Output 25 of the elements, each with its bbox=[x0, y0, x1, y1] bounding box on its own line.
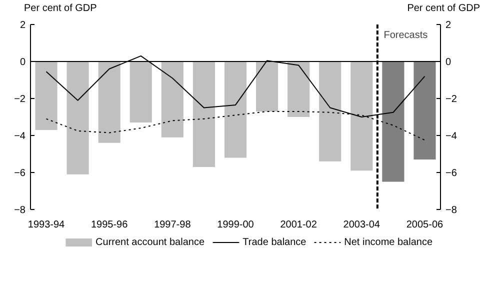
y-tick-label: 2 bbox=[20, 20, 26, 31]
y-tick-label: −4 bbox=[14, 131, 26, 142]
x-tick-label: 1995-96 bbox=[90, 220, 128, 230]
x-tick-label: 1997-98 bbox=[154, 220, 192, 230]
ref-line-label: Forecasts bbox=[384, 30, 428, 42]
x-tick-label: 1999-00 bbox=[217, 220, 254, 230]
y-axis-title: Per cent of GDP bbox=[24, 2, 97, 16]
legend-label: Net income balance bbox=[344, 237, 433, 248]
x-tick-label: 2003-04 bbox=[343, 220, 380, 230]
y-tick-label: −2 bbox=[14, 94, 26, 105]
y2-tick-label: −2 bbox=[446, 94, 458, 105]
legend-label: Current account balance bbox=[96, 237, 205, 248]
y2-tick-label: −4 bbox=[446, 131, 458, 142]
y-tick-label: −6 bbox=[14, 168, 26, 179]
x-tick-label: 2001-02 bbox=[280, 220, 318, 230]
x-tick-label: 2005-06 bbox=[406, 220, 444, 230]
y2-axis-title: Per cent of GDP bbox=[407, 2, 480, 16]
y2-tick-label: 2 bbox=[446, 20, 452, 31]
y2-tick-label: −6 bbox=[446, 168, 458, 179]
legend-label: Trade balance bbox=[242, 237, 307, 248]
y2-tick-label: −8 bbox=[446, 205, 458, 216]
y-tick-label: −8 bbox=[14, 205, 26, 216]
y2-tick-label: 0 bbox=[446, 57, 452, 68]
y-tick-label: 0 bbox=[20, 57, 26, 68]
x-tick-label: 1993-94 bbox=[28, 220, 66, 230]
